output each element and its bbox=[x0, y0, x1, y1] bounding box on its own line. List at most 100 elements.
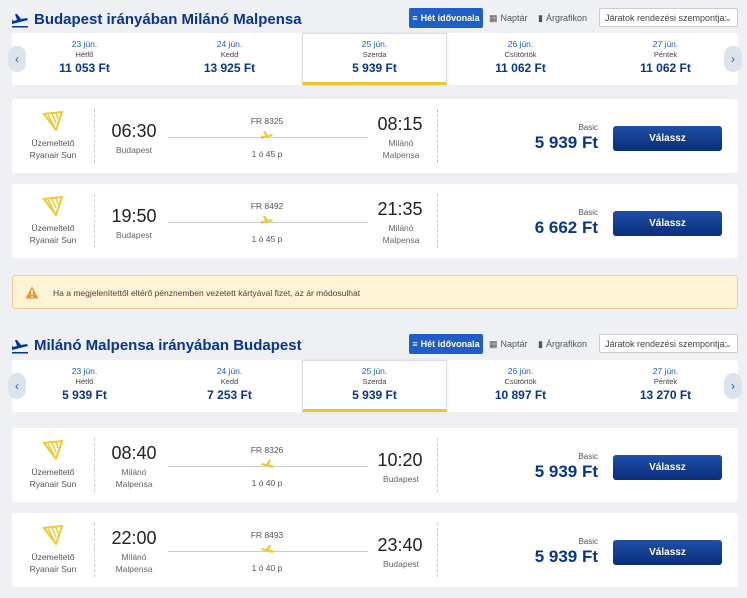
fare-type: Basic bbox=[578, 537, 598, 546]
date-tab[interactable]: 27 jún. Péntek 13 270 Ft bbox=[639, 366, 692, 402]
flight-card: Üzemeltető Ryanair Sun 19:50 Budapest FR… bbox=[12, 184, 738, 258]
select-flight-button[interactable]: Válassz bbox=[613, 540, 722, 565]
date-tab[interactable]: 27 jún. Péntek 11 062 Ft bbox=[640, 39, 691, 75]
chevron-left-icon: ‹ bbox=[15, 52, 19, 66]
select-flight-button[interactable]: Válassz bbox=[613, 455, 722, 480]
inbound-date-bar: 23 jún. Hétfő 5 939 Ft 24 jún. Kedd 7 253 Ft… bbox=[8, 360, 742, 412]
departure-time: 06:30 bbox=[111, 121, 157, 141]
divider bbox=[94, 194, 95, 248]
arrival-time: 21:35 bbox=[377, 199, 423, 219]
outbound-date-bar: 23 jún. Hétfő 11 053 Ft 24 jún. Kedd 13 925 … bbox=[8, 33, 742, 85]
outbound-title: Budapest irányában Milánó Malpensa bbox=[34, 11, 302, 28]
arrival-time: 23:40 bbox=[377, 535, 423, 555]
calendar-button[interactable]: ▦ Naptár bbox=[489, 338, 528, 350]
chevron-right-icon: › bbox=[731, 52, 735, 66]
airplane-icon bbox=[261, 216, 273, 224]
calendar-icon: ▦ bbox=[489, 338, 498, 349]
departure-time: 22:00 bbox=[111, 528, 157, 548]
flight-price: 6 662 Ft bbox=[534, 218, 598, 237]
list-icon: ≡ bbox=[412, 13, 418, 23]
next-dates-button[interactable]: › bbox=[724, 46, 742, 72]
arrival-time: 08:15 bbox=[377, 114, 423, 134]
date-tab-selected[interactable]: 25 jún. Szerda 5 939 Ft bbox=[302, 33, 447, 85]
calendar-button[interactable]: ▦ Naptár bbox=[489, 12, 528, 24]
sort-select[interactable]: Járatok rendezési szempontja: ⌄ bbox=[599, 8, 738, 27]
chevron-down-icon: ⌄ bbox=[724, 13, 732, 23]
flight-price: 5 939 Ft bbox=[534, 547, 598, 566]
departure-time: 08:40 bbox=[111, 443, 157, 463]
flight-card: Üzemeltető Ryanair Sun 22:00 Milánó Malpe… bbox=[12, 513, 738, 587]
arrival-city: Budapest bbox=[383, 474, 419, 484]
flight-duration: 1 ó 40 p bbox=[251, 478, 283, 488]
price-chart-button[interactable]: ▮ Árgrafikon bbox=[538, 12, 587, 24]
airplane-icon bbox=[261, 131, 273, 139]
next-dates-button[interactable]: › bbox=[724, 373, 742, 399]
flight-price: 5 939 Ft bbox=[534, 133, 598, 152]
inbound-header: Milánó Malpensa irányában Budapest ≡ Hét … bbox=[0, 334, 747, 366]
select-flight-button[interactable]: Válassz bbox=[613, 211, 722, 236]
arrival-time: 10:20 bbox=[377, 450, 423, 470]
bar-chart-icon: ▮ bbox=[538, 12, 543, 23]
currency-warning: Ha a megjelenítettől eltérő pénznemben v… bbox=[12, 275, 738, 309]
date-tab[interactable]: 24 jún. Kedd 7 253 Ft bbox=[207, 366, 252, 402]
flight-card: Üzemeltető Ryanair Sun 08:40 Milánó Malpe… bbox=[12, 428, 738, 502]
prev-dates-button[interactable]: ‹ bbox=[8, 46, 26, 72]
list-icon: ≡ bbox=[412, 339, 418, 349]
prev-dates-button[interactable]: ‹ bbox=[8, 373, 26, 399]
departure-city: Budapest bbox=[116, 145, 152, 155]
airplane-icon bbox=[12, 14, 28, 28]
chevron-left-icon: ‹ bbox=[15, 379, 19, 393]
chevron-right-icon: › bbox=[731, 379, 735, 393]
flight-number: FR 8492 bbox=[250, 201, 284, 211]
route-line bbox=[168, 222, 368, 223]
flight-duration: 1 ó 45 p bbox=[251, 149, 283, 159]
flight-number: FR 8326 bbox=[250, 445, 284, 455]
fare-type: Basic bbox=[578, 452, 598, 461]
arrival-city: Budapest bbox=[383, 559, 419, 569]
price-chart-button[interactable]: ▮ Árgrafikon bbox=[538, 338, 587, 350]
airplane-icon bbox=[261, 545, 273, 553]
fare-type: Basic bbox=[578, 208, 598, 217]
bar-chart-icon: ▮ bbox=[538, 338, 543, 349]
ryanair-harp-logo-icon bbox=[42, 196, 64, 216]
date-tab[interactable]: 26 jún. Csütörtök 11 062 Ft bbox=[495, 39, 546, 75]
ryanair-harp-logo-icon bbox=[42, 111, 64, 131]
ryanair-harp-logo-icon bbox=[42, 525, 64, 545]
divider bbox=[94, 523, 95, 577]
date-tab[interactable]: 26 jún. Csütörtök 10 897 Ft bbox=[494, 366, 547, 402]
week-timeline-button[interactable]: ≡ Hét idővonala bbox=[409, 334, 483, 354]
date-tab[interactable]: 23 jún. Hétfő 11 053 Ft bbox=[59, 39, 110, 75]
departure-city: Milánó Malpensa bbox=[115, 467, 153, 489]
flight-duration: 1 ó 40 p bbox=[251, 563, 283, 573]
arrival-city: Milánó Malpensa bbox=[382, 138, 420, 160]
date-tab-selected[interactable]: 25 jún. Szerda 5 939 Ft bbox=[302, 360, 447, 412]
divider bbox=[437, 438, 438, 492]
departure-city: Milánó Malpensa bbox=[115, 552, 153, 574]
calendar-icon: ▦ bbox=[489, 12, 498, 23]
divider bbox=[437, 109, 438, 163]
divider bbox=[94, 109, 95, 163]
flight-number: FR 8493 bbox=[250, 530, 284, 540]
inbound-title: Milánó Malpensa irányában Budapest bbox=[34, 337, 302, 354]
divider bbox=[437, 194, 438, 248]
flight-duration: 1 ó 45 p bbox=[251, 234, 283, 244]
departure-time: 19:50 bbox=[111, 206, 157, 226]
select-flight-button[interactable]: Válassz bbox=[613, 126, 722, 151]
flight-card: Üzemeltető Ryanair Sun 06:30 Budapest FR… bbox=[12, 99, 738, 173]
divider bbox=[437, 523, 438, 577]
airplane-icon bbox=[261, 460, 273, 468]
divider bbox=[94, 438, 95, 492]
week-timeline-button[interactable]: ≡ Hét idővonala bbox=[409, 8, 483, 28]
date-tab[interactable]: 23 jún. Hétfő 5 939 Ft bbox=[62, 366, 107, 402]
fare-type: Basic bbox=[578, 123, 598, 132]
date-tab[interactable]: 24 jún. Kedd 13 925 Ft bbox=[203, 39, 256, 75]
ryanair-harp-logo-icon bbox=[42, 440, 64, 460]
departure-city: Budapest bbox=[116, 230, 152, 240]
sort-select[interactable]: Járatok rendezési szempontja: ⌄ bbox=[599, 334, 738, 353]
outbound-header: Budapest irányában Milánó Malpensa ≡ Hét … bbox=[0, 8, 747, 40]
flight-price: 5 939 Ft bbox=[534, 462, 598, 481]
airplane-icon bbox=[12, 340, 28, 354]
arrival-city: Milánó Malpensa bbox=[382, 223, 420, 245]
flight-number: FR 8325 bbox=[250, 116, 284, 126]
route-line bbox=[168, 137, 368, 138]
